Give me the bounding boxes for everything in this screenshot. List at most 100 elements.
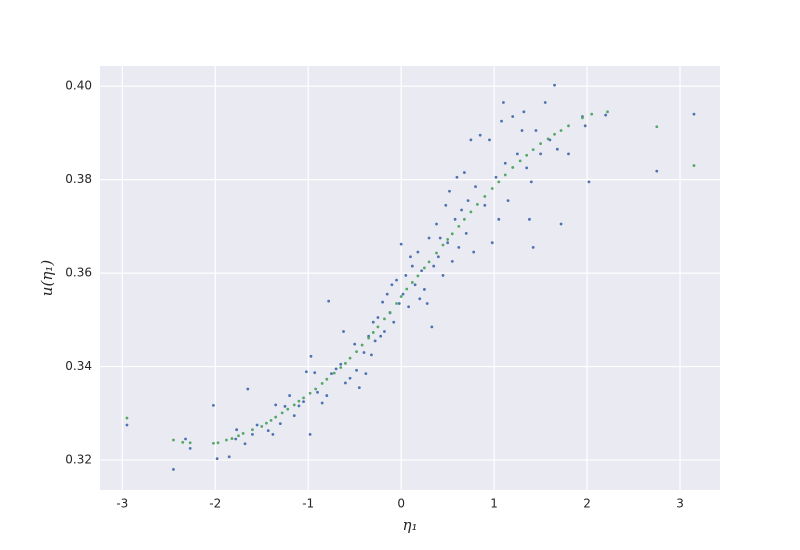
point [567,152,570,156]
point [518,159,522,163]
point [325,394,329,397]
point [399,242,403,246]
point [462,217,466,221]
point [525,166,529,170]
point [472,250,476,254]
point [692,164,696,167]
point [348,376,352,380]
point [497,217,501,221]
point [342,330,345,333]
point [404,274,408,277]
point [462,171,466,174]
point [531,245,535,249]
point [343,361,347,365]
point [383,330,386,333]
point [216,441,220,445]
point [555,147,559,151]
point [237,434,240,438]
point [464,231,468,235]
point [292,414,296,418]
point [230,437,234,440]
point [567,124,570,128]
point [302,400,305,404]
point [355,350,358,354]
point [546,137,550,141]
point [309,354,313,358]
point [390,283,394,287]
point [278,422,282,426]
point [381,300,384,304]
point [407,305,411,309]
point [288,394,292,397]
point [188,441,192,445]
point [511,115,515,118]
point [360,343,364,347]
point [376,316,380,319]
point [292,403,296,407]
point [416,274,420,278]
point [528,217,531,221]
point [320,401,324,405]
y-axis-label: u(η₁) [38,260,56,297]
point [373,339,377,343]
point [466,199,470,203]
point [581,116,584,120]
point [441,274,445,277]
point [539,142,542,146]
point [583,124,587,128]
x-tick-label: -2 [209,497,221,511]
point [423,288,426,291]
point [334,367,338,371]
point [264,421,268,425]
point [395,302,398,305]
point [490,241,494,245]
point [483,195,487,198]
y-tick-label: 0.36 [65,266,92,280]
point [388,310,392,314]
point [266,429,270,433]
point [246,387,250,391]
point [438,236,442,240]
point [172,438,175,442]
point [655,125,659,129]
point [327,299,331,303]
point [376,325,380,329]
point [379,334,383,338]
point [339,366,343,369]
point [280,411,284,415]
point [553,83,556,87]
point [522,110,526,114]
point [234,437,238,441]
point [655,169,659,173]
point [215,457,219,461]
point [420,269,424,273]
point [469,138,473,142]
point [353,342,357,346]
point [255,423,259,427]
point [469,210,473,214]
point [490,187,494,190]
point [553,132,556,136]
point [432,264,436,268]
point [399,295,403,298]
point [364,372,368,375]
point [283,404,287,408]
point [606,110,609,114]
point [435,222,438,226]
point [515,152,519,156]
point [251,432,254,436]
point [385,292,389,296]
point [172,468,175,471]
point [430,325,434,329]
point [457,245,461,249]
point [308,391,312,395]
x-axis-label: η₁ [403,516,418,534]
point [383,317,386,321]
point [425,302,429,305]
point [423,266,426,270]
point [260,425,264,428]
point [302,396,305,400]
point [304,370,308,374]
point [503,173,507,177]
point [416,250,420,254]
